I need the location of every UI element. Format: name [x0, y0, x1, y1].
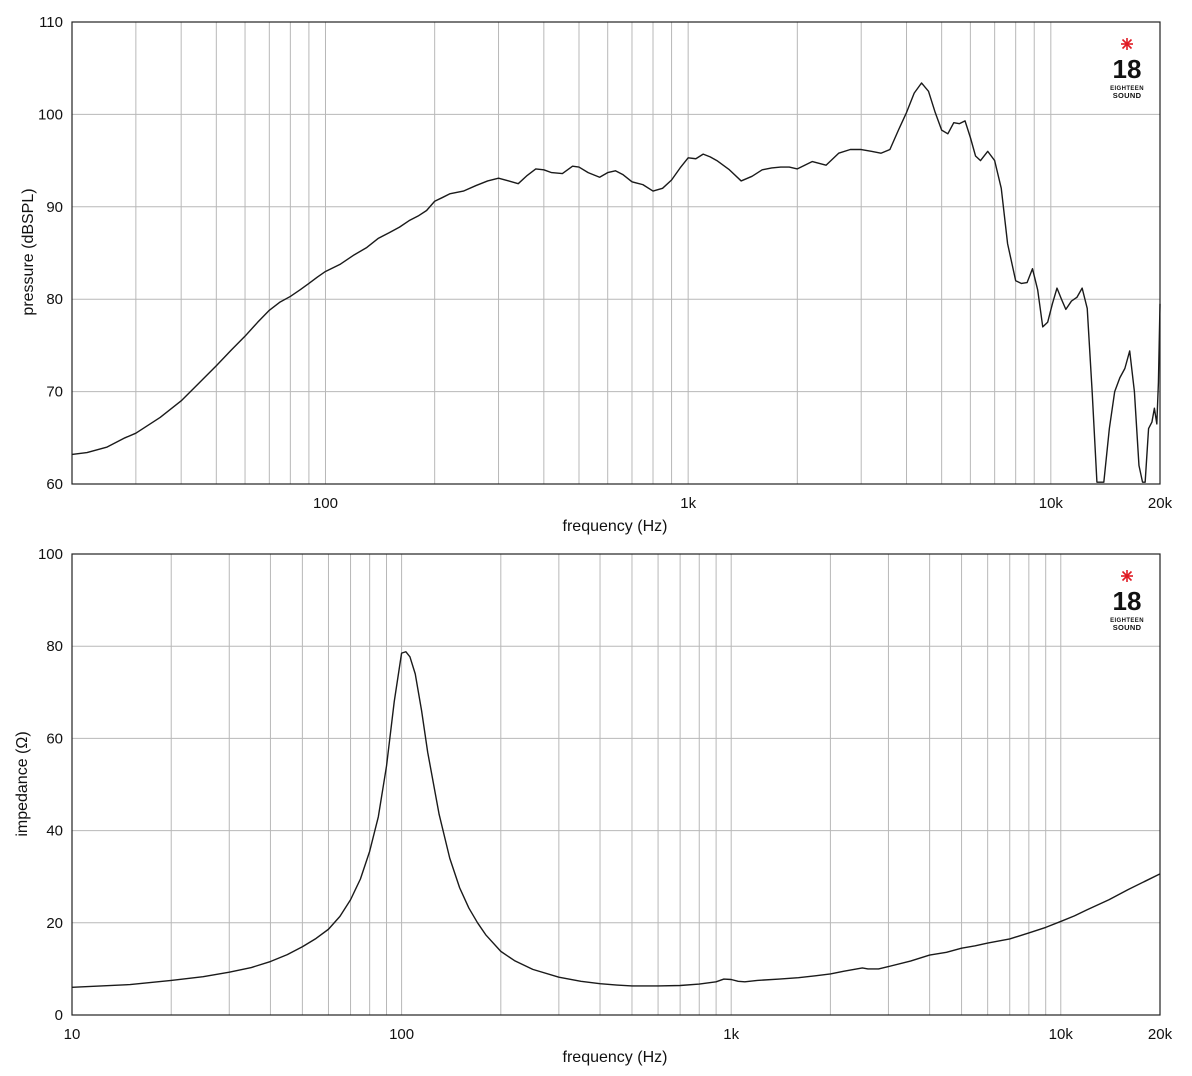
- star-icon: [1121, 570, 1133, 582]
- logo-line2: SOUND: [1113, 91, 1142, 100]
- star-icon: [1121, 38, 1133, 50]
- y-axis-label: pressure (dBSPL): [20, 188, 37, 315]
- x-axis-label: frequency (Hz): [563, 1049, 668, 1066]
- x-tick-label: 20k: [1148, 1026, 1173, 1043]
- y-tick-label: 0: [55, 1007, 63, 1024]
- y-tick-label: 90: [46, 199, 63, 216]
- y-tick-label: 100: [38, 546, 63, 563]
- y-tick-label: 60: [46, 730, 63, 747]
- x-tick-label: 10k: [1039, 495, 1064, 512]
- x-tick-label: 1k: [723, 1026, 739, 1043]
- y-tick-label: 80: [46, 638, 63, 655]
- y-tick-label: 70: [46, 384, 63, 401]
- x-tick-label: 10k: [1049, 1026, 1074, 1043]
- y-tick-label: 60: [46, 476, 63, 493]
- series-line: [71, 651, 1161, 989]
- brand-logo: 18 EIGHTEEN SOUND: [1110, 38, 1144, 100]
- frequency-response-chart: 60 70 80 90 100 110 100 1k 10k 20k frequency (Hz)…: [20, 14, 1173, 535]
- logo-number: 18: [1113, 586, 1142, 616]
- x-tick-label: 100: [389, 1026, 414, 1043]
- logo-line1: EIGHTEEN: [1110, 86, 1144, 92]
- y-axis-label: impedance (Ω): [14, 731, 31, 836]
- x-axis-label: frequency (Hz): [563, 518, 668, 535]
- plot-frame: [71, 553, 1161, 1016]
- y-tick-label: 80: [46, 291, 63, 308]
- y-tick-label: 20: [46, 915, 63, 932]
- impedance-chart: 0 20 40 60 80 100 10 100 1k 10k 20k frequency (Hz)…: [0, 540, 1192, 1076]
- x-tick-label: 20k: [1148, 495, 1173, 512]
- brand-logo: 18 EIGHTEEN SOUND: [1110, 570, 1144, 632]
- x-tick-label: 100: [313, 495, 338, 512]
- x-tick-label: 1k: [680, 495, 696, 512]
- series-line: [71, 82, 1161, 483]
- logo-line2: SOUND: [1113, 623, 1142, 632]
- logo-line1: EIGHTEEN: [1110, 618, 1144, 624]
- y-tick-label: 40: [46, 823, 63, 840]
- y-tick-label: 100: [38, 106, 63, 123]
- plot-marks: 60 70 80 90 100 110 100 1k 10k 20k: [38, 14, 1173, 512]
- logo-number: 18: [1113, 54, 1142, 84]
- y-tick-label: 110: [39, 14, 63, 31]
- grid-lines: [71, 21, 1161, 485]
- grid-lines: [71, 553, 1161, 1016]
- frequency-response-plot: 60 70 80 90 100 110 100 1k 10k 20k frequency (Hz)…: [20, 14, 1173, 535]
- plot-marks: 0 20 40 60 80 100 10 100 1k 10k 20k: [38, 546, 1173, 1043]
- impedance-plot: 0 20 40 60 80 100 10 100 1k 10k 20k frequency (Hz)…: [14, 546, 1173, 1066]
- x-tick-label: 10: [64, 1026, 81, 1043]
- plot-frame: [71, 21, 1161, 485]
